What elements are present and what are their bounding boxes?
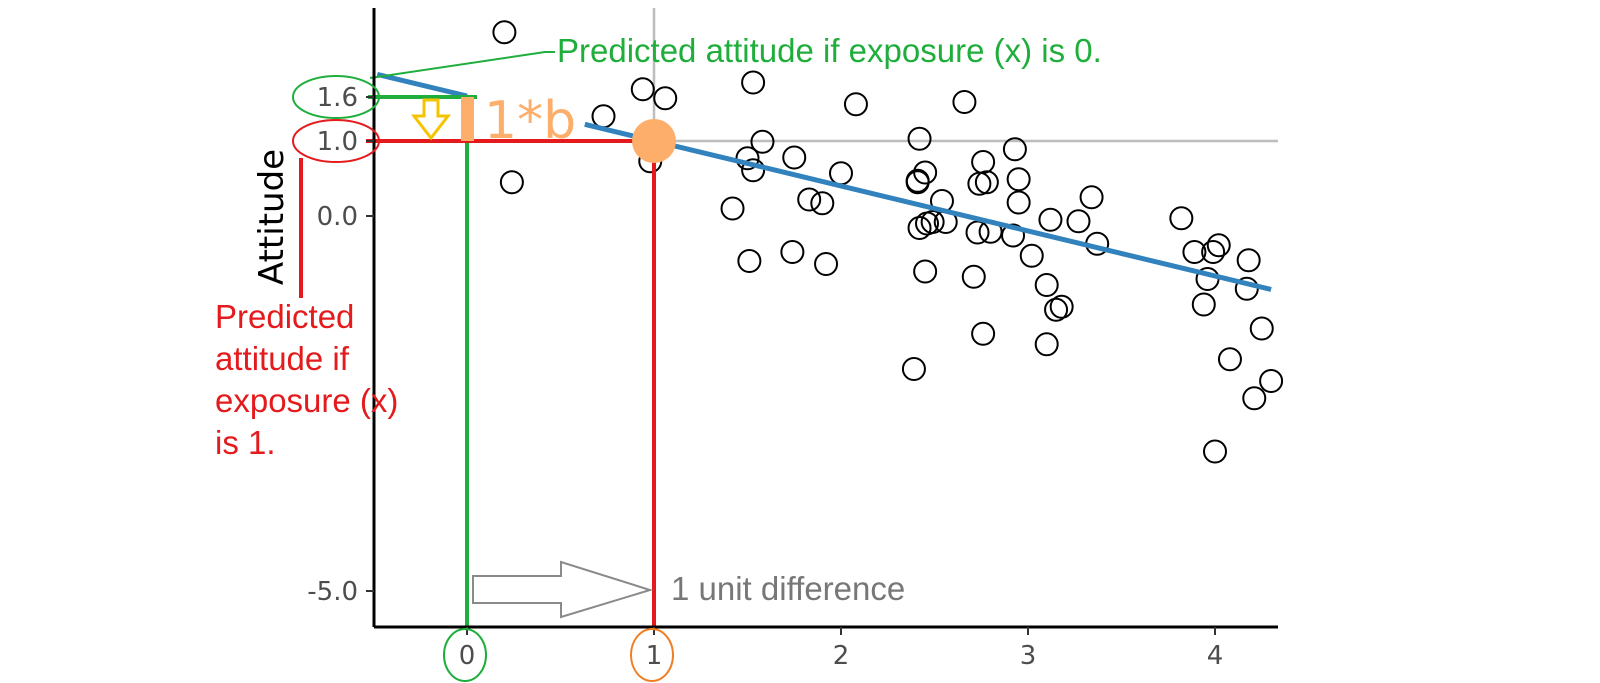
highlight-point [632, 119, 676, 163]
y-tick-label-0-0: 0.0 [317, 202, 358, 232]
right-arrow-icon [472, 560, 654, 619]
regression-line [584, 121, 1272, 292]
data-point [1034, 332, 1059, 357]
data-point [1049, 294, 1074, 319]
data-point [492, 20, 517, 45]
slope-annotation-line-4: is 1. [215, 424, 276, 461]
data-point [907, 126, 932, 151]
highlight-ellipses [292, 75, 674, 682]
data-point [829, 161, 853, 186]
data-point [1259, 369, 1284, 393]
data-point [1079, 185, 1104, 210]
data-point [810, 191, 835, 216]
y-tick-label-1-0: 1.0 [317, 127, 358, 157]
regression-line-group [376, 71, 1272, 292]
data-point [741, 158, 766, 183]
data-point [961, 264, 986, 289]
intercept-annotation: Predicted attitude if exposure (x) is 0. [557, 32, 1102, 69]
data-point [1242, 386, 1267, 411]
intercept-label-leader [369, 51, 555, 79]
data-point [1044, 297, 1069, 322]
data-point [741, 70, 766, 95]
data-point [735, 146, 760, 171]
data-point [1034, 273, 1059, 297]
data-point [1191, 292, 1216, 317]
data-point [630, 77, 655, 102]
regression-line-left-segment [376, 71, 468, 99]
data-point [1206, 233, 1231, 258]
data-point [1019, 243, 1044, 268]
data-point [591, 104, 616, 129]
data-point [1182, 240, 1207, 264]
b-annotation: 1*b [484, 91, 576, 151]
b-bar [461, 97, 474, 141]
data-point [1236, 248, 1261, 273]
data-point [1006, 167, 1031, 192]
data-point [974, 170, 999, 195]
data-point [1203, 439, 1227, 464]
slope-annotation-line-3: exposure (x) [215, 382, 398, 419]
x-tick-label-4: 4 [1207, 641, 1224, 671]
slope-annotation-line-1: Predicted [215, 298, 354, 335]
ellipse-x-0 [443, 628, 487, 682]
data-point [1066, 209, 1091, 234]
data-point [782, 145, 807, 170]
data-point [1002, 137, 1027, 162]
annotation-texts: Predicted attitude if exposure (x) is 0.… [215, 32, 1102, 607]
x-tick-label-1: 1 [646, 641, 663, 671]
data-point [952, 90, 977, 114]
data-point [907, 216, 932, 240]
axes: 1.6 1.0 0.0 -5.0 0 1 2 3 4 Attitude [252, 8, 1278, 671]
data-point [1001, 223, 1026, 248]
data-point [913, 259, 938, 284]
data-point [1217, 347, 1242, 372]
ellipse-1-6 [292, 75, 380, 119]
data-point [901, 357, 926, 381]
data-point [720, 196, 745, 221]
data-point [965, 220, 990, 245]
data-point [750, 129, 775, 154]
unit-difference-annotation: 1 unit difference [671, 570, 905, 607]
data-points [492, 20, 1284, 464]
ellipse-1-0 [292, 119, 380, 163]
data-point [814, 252, 839, 276]
data-point [905, 170, 930, 195]
ellipse-x-1 [630, 628, 674, 682]
data-point [913, 160, 938, 185]
data-point [1006, 190, 1031, 215]
down-arrow-icon [410, 98, 452, 141]
data-point [1169, 206, 1194, 231]
data-point [920, 210, 945, 234]
annotation-guides [299, 51, 676, 626]
data-point [499, 170, 524, 195]
data-point [797, 187, 822, 212]
y-tick-label-minus-5: -5.0 [307, 577, 358, 607]
x-tick-label-2: 2 [833, 641, 850, 671]
data-point [971, 150, 996, 174]
data-point [1038, 207, 1063, 232]
slope-annotation-line-2: attitude if [215, 340, 350, 377]
data-point [1249, 316, 1274, 341]
x-tick-label-3: 3 [1020, 641, 1037, 671]
y-tick-label-1-6: 1.6 [317, 83, 358, 113]
data-point [780, 240, 805, 264]
y-axis-title: Attitude [252, 149, 292, 285]
data-point [737, 249, 762, 273]
data-point [843, 92, 868, 117]
x-tick-label-0: 0 [459, 641, 476, 671]
data-point [653, 86, 678, 111]
data-point [971, 321, 996, 346]
data-point [1201, 240, 1226, 264]
